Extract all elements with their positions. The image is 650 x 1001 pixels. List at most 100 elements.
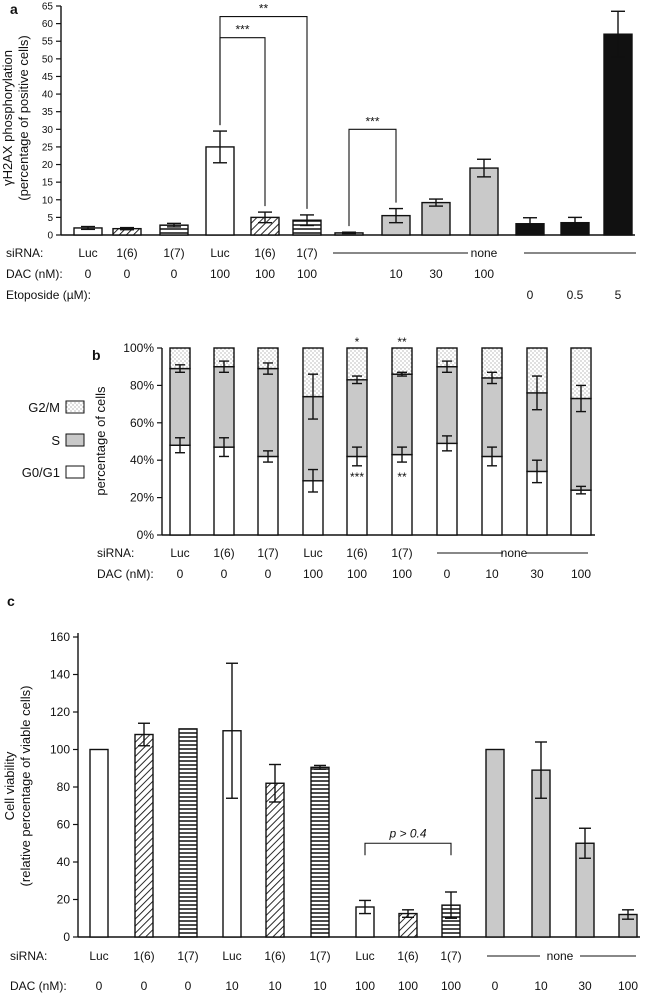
panel-c-ytick-label-1: 20 xyxy=(57,893,71,907)
panel-c-bar-1 xyxy=(134,733,154,938)
panel-b-bar-1-g0g1 xyxy=(213,446,235,536)
panel-a-etoposide-label-10: 0 xyxy=(527,288,534,302)
panel-a-row-etoposide: Etoposide (µM): xyxy=(6,288,91,302)
panel-a-sirna-label-1: 1(6) xyxy=(116,246,137,260)
panel-b-sirna-label-0: Luc xyxy=(170,546,189,560)
panel-c-sirna-label-6: Luc xyxy=(355,949,374,963)
panel-b-label: b xyxy=(92,347,101,363)
panel-a-bracket-1 xyxy=(219,37,266,207)
panel-c-dac-label-7: 100 xyxy=(398,979,418,993)
panel-b-dac-label-4: 100 xyxy=(347,567,367,581)
panel-b-sirna-label-3: Luc xyxy=(303,546,322,560)
panel-c-row-dac: DAC (nM): xyxy=(10,979,67,993)
panel-c-dac-label-4: 10 xyxy=(268,979,282,993)
panel-c-ytick-label-3: 60 xyxy=(57,818,71,832)
panel-b-bar-5-g0g1 xyxy=(391,453,413,536)
panel-c-dac-label-5: 10 xyxy=(313,979,327,993)
panel-c-ytick-label-2: 40 xyxy=(57,855,71,869)
panel-c-dac-label-3: 10 xyxy=(225,979,239,993)
panel-c-sirna-label-3: Luc xyxy=(222,949,241,963)
panel-b: b percentage of cells G2/M S G0/G1 0% 20%… xyxy=(22,335,595,581)
panel-c-bar-0 xyxy=(89,748,109,938)
panel-c-significance-0: p > 0.4 xyxy=(388,826,426,840)
panel-b-ylabel: percentage of cells xyxy=(93,386,108,496)
panel-a-dac-label-7: 10 xyxy=(389,267,403,281)
panel-a-dac-label-5: 100 xyxy=(297,267,317,281)
panel-b-significance-0: * xyxy=(355,335,360,349)
panel-a-etoposide-label-11: 0.5 xyxy=(567,288,584,302)
panel-b-sirna-label-5: 1(7) xyxy=(391,546,412,560)
panel-a-dac-label-0: 0 xyxy=(85,267,92,281)
legend-swatch-g0g1 xyxy=(65,465,85,479)
panel-b-dac-label-5: 100 xyxy=(392,567,412,581)
panel-a-ytick-label-2: 10 xyxy=(42,195,54,206)
panel-b-bar-4-g2m xyxy=(346,347,368,381)
panel-a-bar-9 xyxy=(469,167,499,236)
panel-c-sirna-label-4: 1(6) xyxy=(264,949,285,963)
panel-a-sirna-label-0: Luc xyxy=(78,246,97,260)
panel-b-sirna-label-4: 1(6) xyxy=(346,546,367,560)
panel-c-sirna-label-5: 1(7) xyxy=(309,949,330,963)
panel-a-ytick-label-10: 50 xyxy=(42,54,54,65)
panel-a-sirna-label-3: Luc xyxy=(210,246,229,260)
panel-c-bar-2 xyxy=(178,728,198,938)
panel-c-sirna-label-8: 1(7) xyxy=(440,949,461,963)
panel-a-ytick-label-12: 60 xyxy=(42,19,54,30)
panel-b-bar-2-s xyxy=(257,367,279,458)
panel-a-bar-12 xyxy=(603,33,633,236)
panel-a-sirna-label-4: 1(6) xyxy=(254,246,275,260)
panel-a-significance-2: *** xyxy=(365,114,379,128)
panel-c-dac-label-8: 100 xyxy=(441,979,461,993)
panel-a-bracket-2 xyxy=(348,128,397,227)
panel-a-ytick-label-13: 65 xyxy=(42,2,54,13)
panel-a-ytick-label-1: 5 xyxy=(47,213,53,224)
panel-a-label: a xyxy=(10,1,18,17)
legend-swatch-s xyxy=(65,433,85,447)
panel-b-dac-label-1: 0 xyxy=(221,567,228,581)
panel-a-dac-label-3: 100 xyxy=(210,267,230,281)
panel-a-ytick-label-5: 25 xyxy=(42,142,54,153)
panel-b-sirna-label-2: 1(7) xyxy=(257,546,278,560)
panel-c-ytick-label-8: 160 xyxy=(50,630,70,644)
panel-c-bar-4 xyxy=(265,782,285,938)
panel-a-ylabel-line2: (percentage of positive cells) xyxy=(16,35,31,200)
panel-b-significance-2: *** xyxy=(350,470,364,484)
panel-c-ytick-label-6: 120 xyxy=(50,705,70,719)
panel-c-none-label: none xyxy=(547,949,574,963)
legend-label-g0g1: G0/G1 xyxy=(22,465,60,480)
panel-b-legend: G2/M S G0/G1 xyxy=(22,400,85,480)
panel-c-bracket-0 xyxy=(364,842,452,856)
panel-c-dac-label-0: 0 xyxy=(96,979,103,993)
panel-b-dac-label-7: 10 xyxy=(485,567,499,581)
panel-c: c Cell viability (relative percentage of… xyxy=(2,593,640,993)
panel-c-dac-label-10: 10 xyxy=(534,979,548,993)
panel-b-ytick-label-2: 40% xyxy=(130,453,154,467)
panel-b-row-sirna: siRNA: xyxy=(97,546,134,560)
panel-c-dac-label-6: 100 xyxy=(355,979,375,993)
legend-label-s: S xyxy=(51,433,60,448)
panel-a-ytick-label-9: 45 xyxy=(42,72,54,83)
panel-b-bar-9-g0g1 xyxy=(570,489,592,536)
panel-a-sirna-label-5: 1(7) xyxy=(296,246,317,260)
panel-b-bar-5-s xyxy=(391,373,413,456)
panel-a-etoposide-label-12: 5 xyxy=(615,288,622,302)
panel-c-ytick-label-5: 100 xyxy=(50,743,70,757)
panel-a-row-sirna: siRNA: xyxy=(6,246,43,260)
panel-b-dac-label-8: 30 xyxy=(530,567,544,581)
panel-b-bar-0-s xyxy=(169,367,191,446)
panel-a-ytick-label-4: 20 xyxy=(42,160,54,171)
panel-b-ytick-label-3: 60% xyxy=(130,416,154,430)
panel-b-bar-2-g0g1 xyxy=(257,455,279,536)
panel-b-ytick-label-4: 80% xyxy=(130,378,154,392)
panel-b-bar-6-s xyxy=(436,366,458,445)
panel-b-bar-6-g0g1 xyxy=(436,442,458,536)
panel-a-significance-0: ** xyxy=(259,2,269,16)
panel-b-ytick-label-1: 20% xyxy=(130,491,154,505)
panel-b-ytick-label-5: 100% xyxy=(123,341,154,355)
panel-c-dac-label-2: 0 xyxy=(185,979,192,993)
panel-a-dac-label-9: 100 xyxy=(474,267,494,281)
legend-swatch-g2m xyxy=(65,400,85,414)
panel-b-bar-7-g0g1 xyxy=(481,455,503,536)
panel-b-dac-label-2: 0 xyxy=(265,567,272,581)
panel-b-bar-7-s xyxy=(481,377,503,458)
